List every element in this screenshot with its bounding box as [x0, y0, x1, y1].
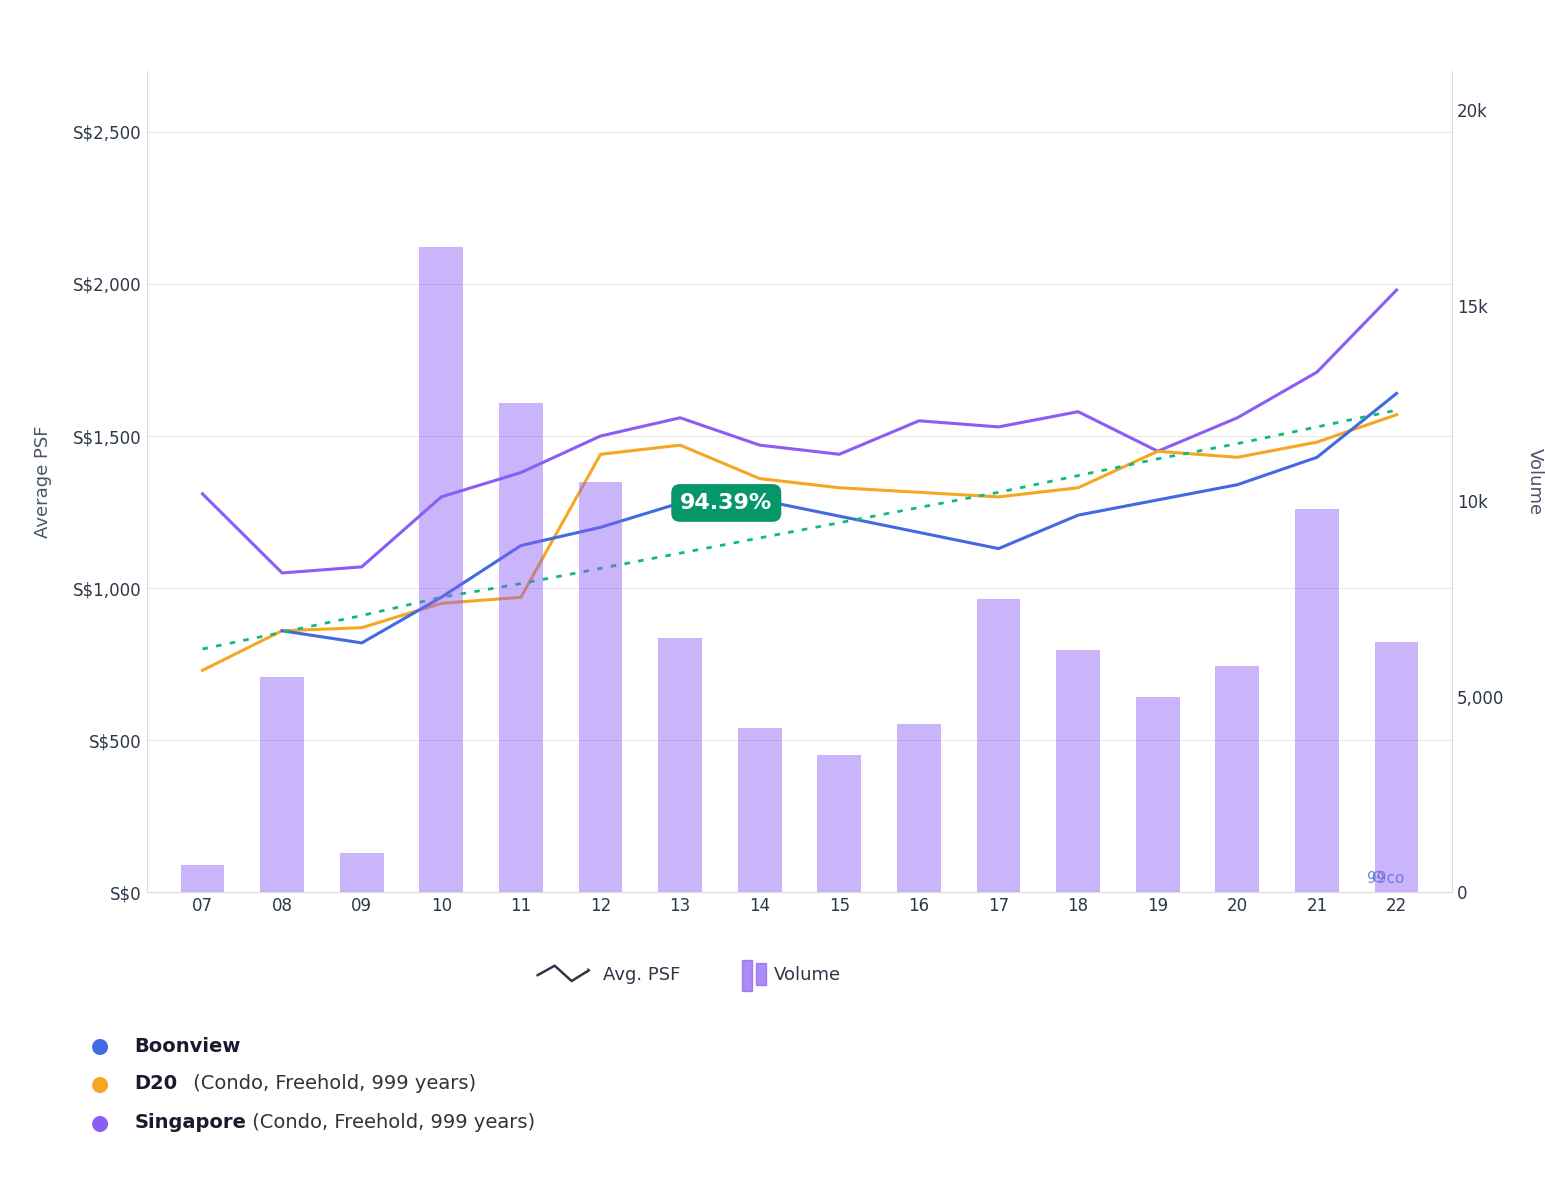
Bar	[898, 725, 941, 892]
Bar	[976, 599, 1020, 892]
Bar	[739, 728, 782, 892]
Bar	[260, 677, 304, 892]
Y-axis label: Volume: Volume	[1525, 448, 1543, 515]
Text: (Condo, Freehold, 999 years): (Condo, Freehold, 999 years)	[246, 1113, 535, 1132]
Text: ●: ●	[91, 1074, 110, 1093]
Bar	[1375, 642, 1418, 892]
Bar	[1295, 509, 1340, 892]
Bar	[181, 865, 224, 892]
Bar	[499, 403, 542, 892]
Text: Singapore: Singapore	[134, 1113, 246, 1132]
Text: Boonview: Boonview	[134, 1037, 241, 1056]
Text: ⊙: ⊙	[1370, 868, 1384, 885]
Text: (Condo, Freehold, 999 years): (Condo, Freehold, 999 years)	[187, 1074, 476, 1093]
Bar	[1216, 665, 1259, 892]
Text: D20: D20	[134, 1074, 178, 1093]
Bar	[419, 247, 464, 892]
Bar	[1057, 650, 1100, 892]
Bar	[1136, 697, 1180, 892]
Bar	[658, 638, 701, 892]
Text: 99co: 99co	[1367, 871, 1404, 885]
Y-axis label: Average PSF: Average PSF	[34, 426, 53, 538]
Text: ●: ●	[91, 1113, 110, 1132]
Text: 94.39%: 94.39%	[680, 493, 772, 513]
Bar	[817, 755, 861, 892]
Text: ›: ›	[586, 965, 592, 976]
Bar	[340, 853, 383, 892]
Text: Volume: Volume	[774, 966, 840, 985]
Bar	[579, 482, 623, 892]
Text: ●: ●	[91, 1037, 110, 1056]
Text: Avg. PSF: Avg. PSF	[603, 966, 680, 985]
